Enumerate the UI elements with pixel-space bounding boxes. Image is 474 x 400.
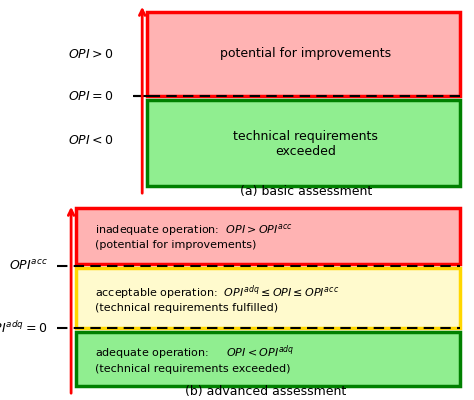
- Text: inadequate operation:  $OPI > OPI^{acc}$
(potential for improvements): inadequate operation: $OPI > OPI^{acc}$ …: [95, 222, 293, 250]
- Text: acceptable operation:  $OPI^{adq} \leq OPI \leq OPI^{acc}$
(technical requiremen: acceptable operation: $OPI^{adq} \leq OP…: [95, 283, 339, 313]
- Text: adequate operation:     $OPI < OPI^{adq}$
(technical requirements exceeded): adequate operation: $OPI < OPI^{adq}$ (t…: [95, 344, 294, 374]
- Text: (b) advanced assessment: (b) advanced assessment: [185, 385, 346, 398]
- Text: potential for improvements: potential for improvements: [220, 48, 392, 60]
- FancyBboxPatch shape: [147, 12, 460, 96]
- Text: $OPI = 0$: $OPI = 0$: [68, 90, 114, 102]
- FancyBboxPatch shape: [76, 208, 460, 264]
- FancyBboxPatch shape: [76, 332, 460, 386]
- Text: (a) basic assessment: (a) basic assessment: [239, 185, 372, 198]
- Text: technical requirements
exceeded: technical requirements exceeded: [233, 130, 378, 158]
- Text: $OPI < 0$: $OPI < 0$: [68, 134, 114, 146]
- Text: $OPI^{acc}$: $OPI^{acc}$: [9, 259, 47, 273]
- Text: $OPI^{adq} = 0$: $OPI^{adq} = 0$: [0, 320, 47, 336]
- FancyBboxPatch shape: [76, 268, 460, 328]
- FancyBboxPatch shape: [147, 100, 460, 186]
- Text: $OPI > 0$: $OPI > 0$: [68, 48, 114, 60]
